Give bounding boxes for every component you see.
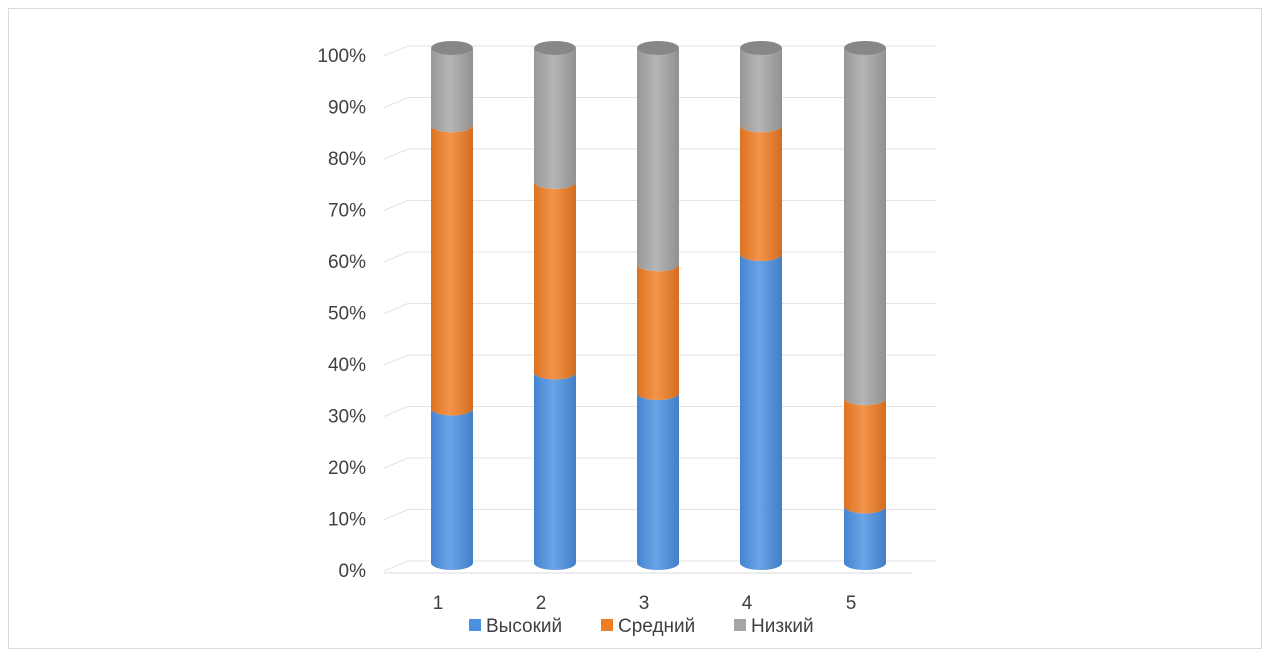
chart-frame xyxy=(8,8,1262,649)
bar-top-cap xyxy=(534,41,576,55)
x-tick-label: 1 xyxy=(433,593,444,614)
x-tick-label: 4 xyxy=(742,593,753,614)
bar-segment xyxy=(534,372,576,570)
y-tick-label: 0% xyxy=(339,561,367,582)
y-tick-label: 90% xyxy=(328,98,366,119)
bar-segment xyxy=(431,48,473,133)
bar-top-cap xyxy=(431,41,473,55)
bar-segment xyxy=(740,254,782,570)
bar-segment xyxy=(740,125,782,261)
bar-segment xyxy=(844,48,886,406)
legend: Высокий Средний Низкий xyxy=(469,616,814,637)
bar-segment xyxy=(844,398,886,514)
y-tick-label: 70% xyxy=(328,201,366,222)
legend-swatch xyxy=(601,619,613,631)
bars-layer xyxy=(431,41,886,570)
legend-label: Низкий xyxy=(751,616,814,637)
legend-item: Низкий xyxy=(734,616,814,637)
bar-segment xyxy=(534,48,576,189)
y-tick-label: 10% xyxy=(328,510,366,531)
legend-item: Средний xyxy=(601,616,695,637)
bar-stack xyxy=(431,41,473,570)
bar-stack xyxy=(844,41,886,570)
bar-stack xyxy=(637,41,679,570)
bar-top-cap xyxy=(637,41,679,55)
x-tick-label: 2 xyxy=(536,593,547,614)
bar-segment xyxy=(431,408,473,570)
y-tick-label: 20% xyxy=(328,458,366,479)
bar-stack xyxy=(740,41,782,570)
y-tick-label: 100% xyxy=(317,46,366,67)
legend-item: Высокий xyxy=(469,616,562,637)
bar-top-cap xyxy=(740,41,782,55)
x-tick-label: 3 xyxy=(639,593,650,614)
bar-segment xyxy=(637,393,679,570)
x-tick-label: 5 xyxy=(846,593,857,614)
legend-label: Средний xyxy=(618,616,695,637)
y-tick-label: 80% xyxy=(328,149,366,170)
bar-segment xyxy=(740,48,782,133)
legend-swatch xyxy=(469,619,481,631)
y-tick-label: 50% xyxy=(328,304,366,325)
bar-segment xyxy=(637,48,679,272)
y-tick-label: 60% xyxy=(328,252,366,273)
bar-segment xyxy=(431,125,473,416)
bar-segment xyxy=(844,506,886,570)
y-axis: 0% 10% 20% 30% 40% 50% 60% 70% 80% 90% 100% xyxy=(317,46,366,582)
legend-swatch xyxy=(734,619,746,631)
x-axis: 1 2 3 4 5 xyxy=(433,593,857,614)
legend-label: Высокий xyxy=(486,616,562,637)
y-tick-label: 30% xyxy=(328,407,366,428)
bar-segment xyxy=(637,264,679,401)
y-tick-label: 40% xyxy=(328,355,366,376)
bar-segment xyxy=(534,181,576,380)
bar-top-cap xyxy=(844,41,886,55)
bar-stack xyxy=(534,41,576,570)
